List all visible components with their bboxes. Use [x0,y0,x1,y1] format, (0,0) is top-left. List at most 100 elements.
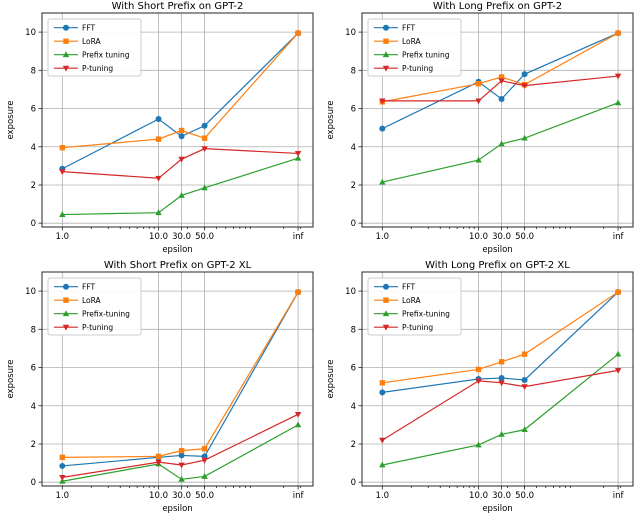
data-point-marker [614,350,622,357]
data-point-marker [379,98,386,105]
data-point-marker [178,475,185,482]
x-tick-label: 1.0 [56,491,70,501]
legend-box [47,18,142,77]
data-point-marker [521,384,528,391]
tick-marks [38,31,302,231]
data-point-marker [379,380,386,386]
axes-frame [361,271,634,487]
legend-marker [63,38,69,44]
legend-label: Prefix-tuning [402,310,450,319]
y-tick-label: 6 [351,105,356,115]
legend-label: LoRA [402,296,422,305]
data-point-marker [59,169,66,175]
series-lora [59,289,301,461]
legend-label: FFT [402,283,415,292]
y-tick-label: 8 [31,325,36,335]
series-prefix-tuning [379,99,622,185]
legend-marker [62,310,70,317]
data-point-marker [498,380,505,387]
data-point-marker [201,135,208,141]
x-tick-label: 30.0 [172,491,191,501]
y-tick-label: 10 [345,287,356,297]
x-tick-label: 10.0 [149,232,168,242]
series-fft [379,289,622,396]
data-point-marker [201,146,208,153]
series-p-tuning [379,368,622,444]
legend: FFT LoRA Prefix tuning P-tuning [367,18,462,77]
data-point-marker [521,351,528,357]
data-point-marker [155,116,162,123]
subplot-long-prefix-gpt2-xl: 1.0 10.0 30.0 50.0 inf 0 2 4 6 8 10 With Long Prefi… [326,260,634,514]
data-point-marker [201,457,208,464]
data-point-marker [155,459,162,466]
y-tick-label: 6 [351,364,356,374]
x-tick-label: 1.0 [56,232,70,242]
tick-labels: 1.0 10.0 30.0 50.0 inf 0 2 4 6 8 10 [25,28,304,242]
series-line [62,413,299,478]
x-tick-label: 1.0 [376,491,390,501]
x-tick-label: inf [293,491,305,501]
legend-marker [382,310,390,317]
legend-marker [62,324,70,331]
x-tick-label: inf [613,491,625,501]
data-point-marker [294,411,302,418]
data-point-marker [294,151,302,157]
legend-marker [383,24,389,31]
x-tick-label: inf [613,232,625,242]
data-point-marker [295,289,301,295]
y-tick-label: 2 [31,440,36,450]
data-point-marker [178,192,185,198]
data-point-marker [294,421,302,428]
x-tick-label: 10.0 [469,232,488,242]
data-point-marker [379,178,386,185]
x-tick-label: 50.0 [515,232,534,242]
data-point-marker [379,125,386,132]
data-point-marker [178,462,185,469]
series-fft [379,30,622,132]
y-axis-label: exposure [326,359,336,398]
legend-label: P-tuning [402,323,433,332]
data-point-marker [201,184,208,191]
y-axis-label: exposure [6,100,16,139]
legend-label: FFT [82,283,95,292]
legend: FFT LoRA Prefix-tuning P-tuning [47,277,142,336]
data-point-marker [498,78,505,85]
y-tick-label: 4 [351,143,356,153]
plot-title: With Short Prefix on GPT-2 [112,1,244,12]
data-point-marker [295,30,301,36]
legend-label: LoRA [402,37,422,46]
plot-title: With Long Prefix on GPT-2 XL [425,260,570,271]
data-point-marker [498,431,505,437]
legend-marker [63,24,69,31]
tick-marks [38,290,302,490]
y-tick-label: 8 [351,66,356,76]
legend-box [367,18,462,77]
data-point-marker [201,122,208,129]
data-point-marker [521,426,528,433]
legend: FFT LoRA Prefix-tuning P-tuning [367,277,462,336]
x-tick-label: 50.0 [195,491,214,501]
series-fft [59,289,302,469]
y-tick-label: 4 [31,143,36,153]
legend-box [367,277,462,336]
legend-marker [383,297,389,303]
legend-marker [382,65,390,72]
y-tick-label: 0 [351,478,356,488]
x-tick-label: 30.0 [492,232,511,242]
data-point-marker [498,140,505,147]
data-point-marker [379,389,386,396]
data-point-marker [59,475,66,481]
legend-label: P-tuning [402,64,433,73]
y-tick-label: 10 [345,28,356,38]
data-point-marker [521,71,528,78]
data-point-marker [521,134,528,141]
x-axis-label: epsilon [162,245,192,255]
data-point-marker [521,83,528,90]
legend-marker [63,297,69,303]
data-point-marker [614,73,622,80]
legend-marker [63,283,69,290]
data-point-marker [615,289,621,295]
legend-label: LoRA [82,37,102,46]
series-line [62,157,299,216]
